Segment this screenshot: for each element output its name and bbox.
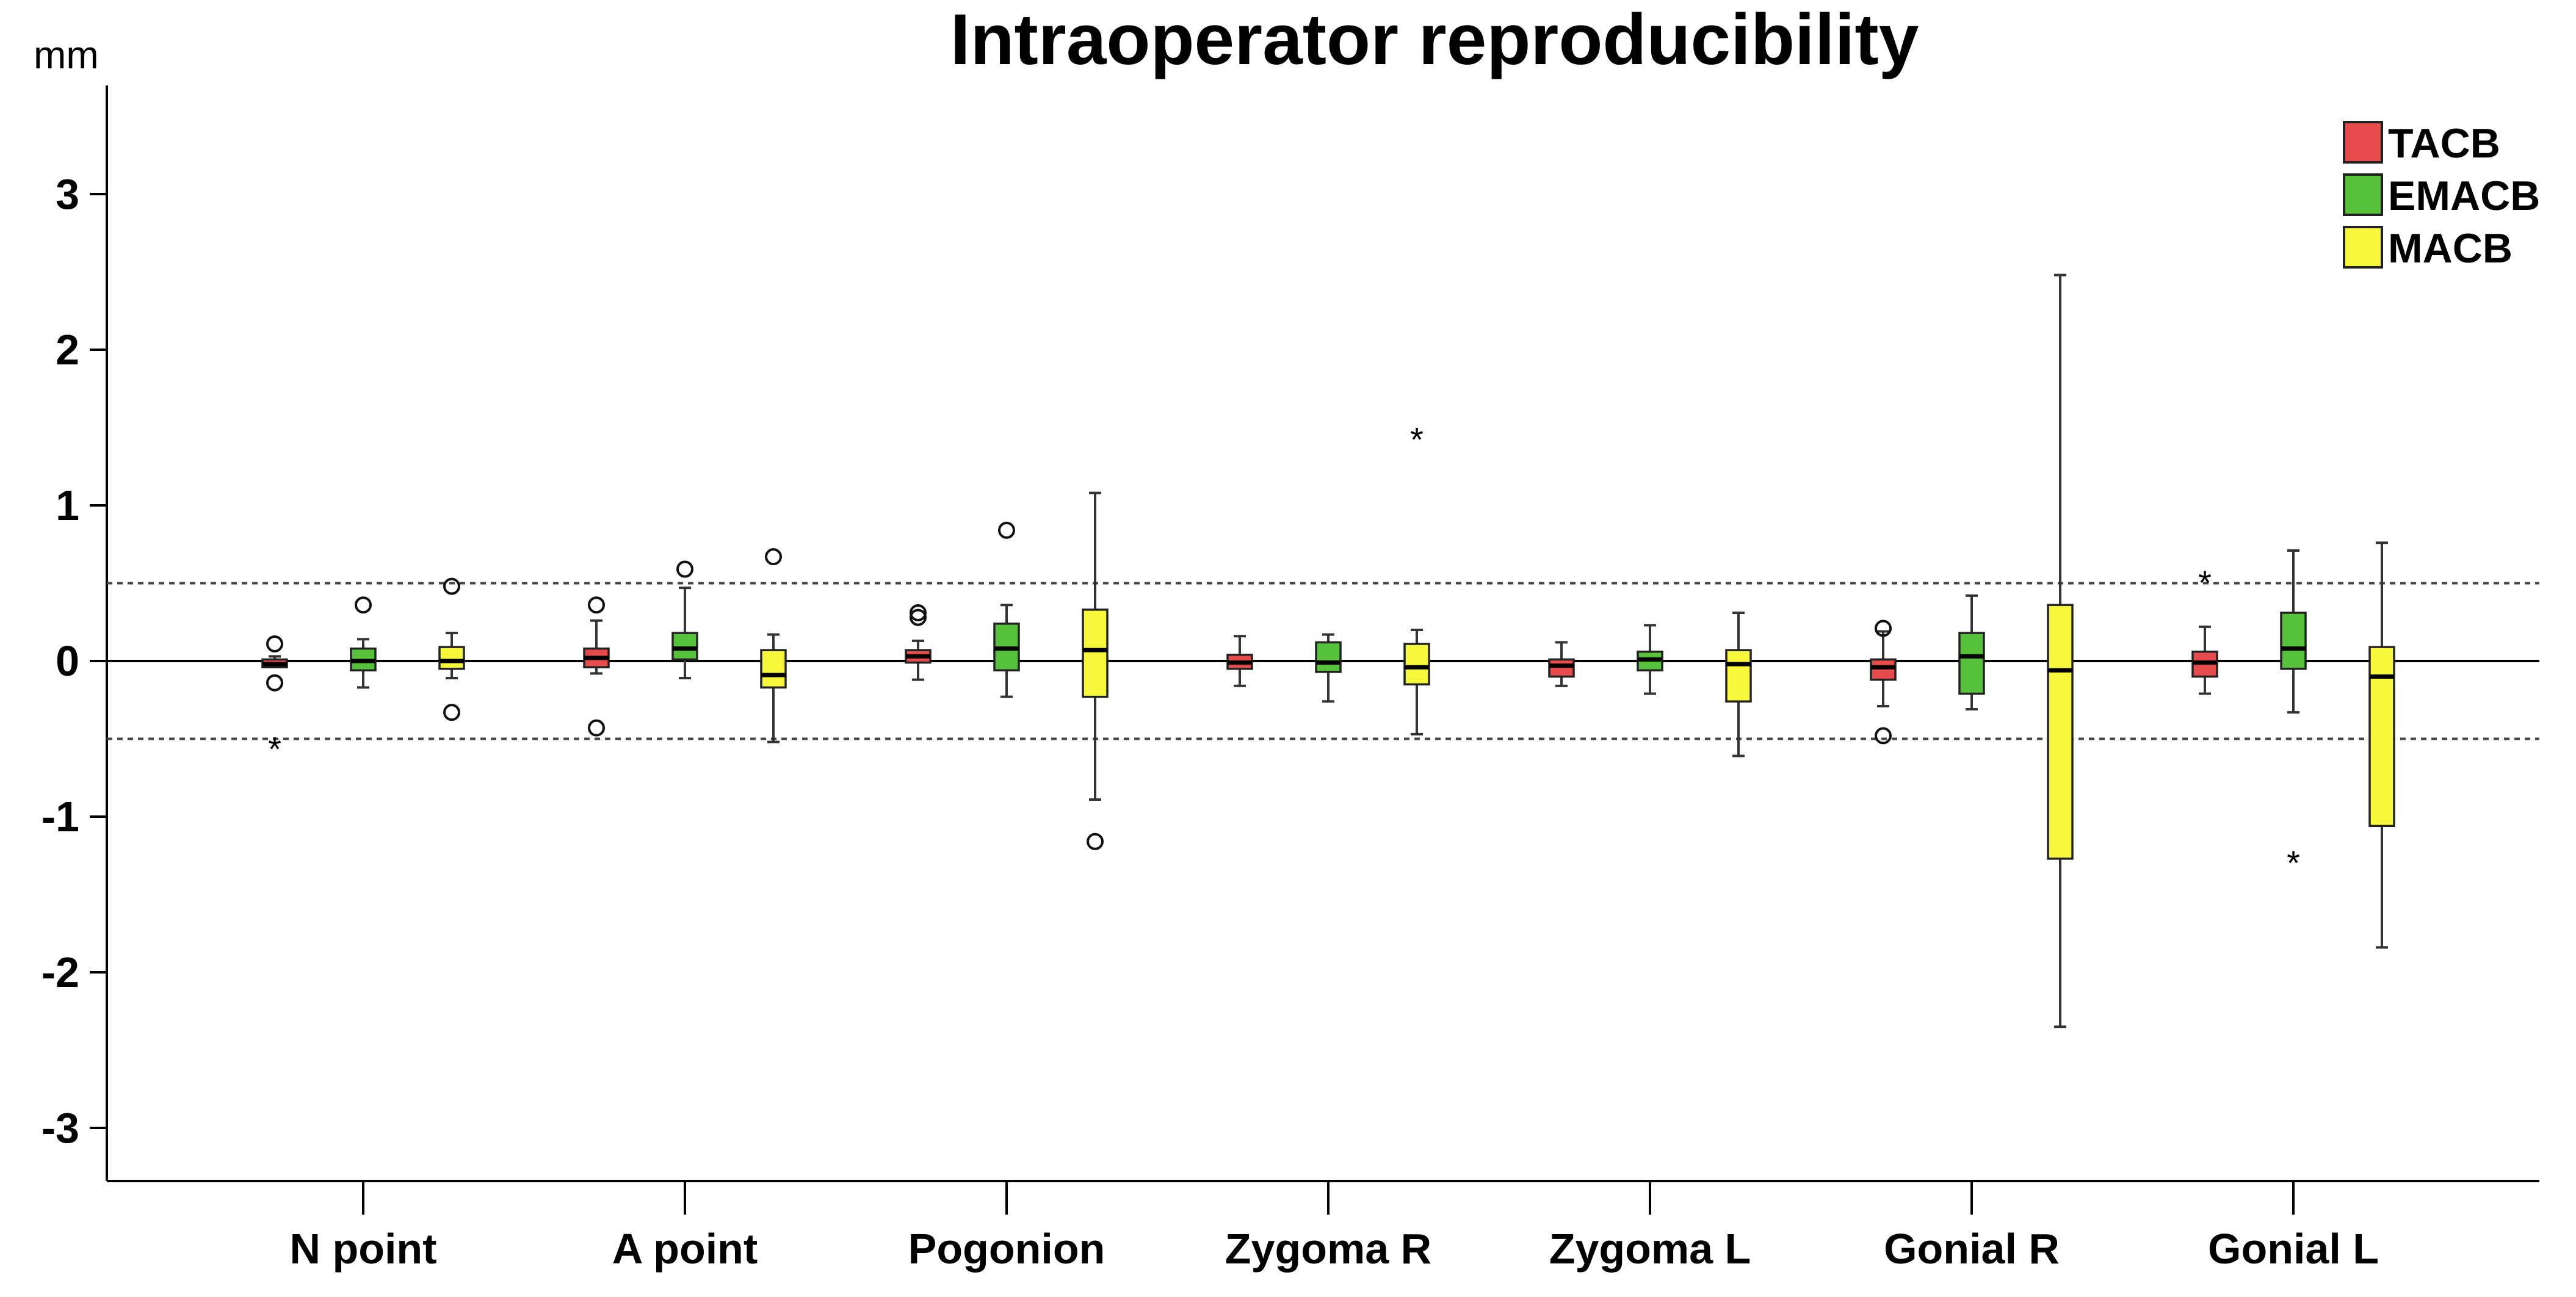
chart-title: Intraoperator reproducibility (950, 0, 1919, 80)
box-tacb (905, 604, 932, 681)
box-iqr (1725, 649, 1752, 703)
legend-swatch-tacb (2343, 121, 2383, 164)
outlier-point (910, 609, 927, 626)
box-iqr (1082, 609, 1109, 698)
x-tick-label: Pogonion (908, 1225, 1105, 1273)
outlier-point (910, 604, 927, 621)
box-emacb (1958, 594, 1985, 711)
box-iqr (1315, 641, 1342, 673)
outlier-point (266, 635, 283, 652)
outlier-point (266, 674, 283, 692)
y-tick-label: -3 (42, 1104, 79, 1152)
box-iqr (2368, 646, 2395, 828)
extreme-point: * (2198, 563, 2212, 602)
x-tick-label: Gonial L (2208, 1225, 2379, 1273)
outlier-point (676, 560, 693, 578)
box-iqr (1403, 643, 1430, 685)
x-tick-label: Zygoma L (1549, 1225, 1751, 1273)
legend-label-emacb: EMACB (2388, 173, 2540, 219)
box-iqr (1958, 632, 1985, 695)
box-iqr (760, 649, 787, 689)
plot-area: -3 -2 -1 0 1 2 3 N point * A point Pogonion Zygoma … (42, 85, 2539, 1273)
box-tacb (583, 596, 610, 737)
x-tick-label: Gonial R (1884, 1225, 2060, 1273)
outlier-point (355, 596, 372, 614)
box-macb (438, 577, 465, 721)
x-tick-label: Zygoma R (1225, 1225, 1431, 1273)
outlier-point (443, 577, 460, 595)
box-emacb: * (2280, 549, 2307, 882)
y-tick-label: 2 (56, 326, 79, 374)
legend-swatch-macb (2343, 226, 2383, 269)
x-tick-label: N point (289, 1225, 436, 1273)
box-emacb (1637, 624, 1663, 695)
extreme-point: * (1410, 420, 1424, 458)
box-tacb (1548, 641, 1575, 687)
box-emacb (671, 560, 698, 680)
box-emacb (1315, 633, 1342, 703)
outlier-point (588, 596, 605, 614)
y-tick-label: 1 (56, 482, 79, 529)
box-tacb: * (261, 635, 288, 768)
box-macb (760, 548, 787, 743)
outlier-point (1875, 727, 1892, 745)
outlier-point (765, 548, 782, 566)
y-tick-label: -2 (42, 948, 79, 996)
outlier-point (1875, 620, 1892, 637)
box-iqr (2047, 604, 2074, 860)
box-iqr (2280, 612, 2307, 670)
box-macb: * (1403, 420, 1430, 735)
box-emacb (993, 521, 1020, 698)
box-emacb (350, 596, 377, 689)
legend-label-tacb: TACB (2388, 120, 2500, 167)
outlier-point (588, 719, 605, 737)
box-macb (1725, 611, 1752, 757)
legend: TACB EMACB MACB (2343, 120, 2540, 272)
box-tacb: * (2191, 563, 2218, 695)
box-macb (2368, 541, 2395, 949)
outlier-point (1087, 833, 1104, 850)
box-tacb (1870, 620, 1897, 745)
box-macb (1082, 491, 1109, 850)
outlier-point (998, 521, 1015, 539)
y-tick-label: 0 (56, 637, 79, 685)
extreme-point: * (268, 730, 281, 768)
legend-label-macb: MACB (2388, 225, 2513, 272)
box-macb (2047, 273, 2074, 1028)
box-iqr (1548, 658, 1575, 678)
box-tacb (1226, 635, 1253, 687)
box-iqr (1870, 658, 1897, 681)
box-iqr (671, 632, 698, 661)
extreme-point: * (2287, 844, 2300, 882)
box-iqr (438, 646, 465, 670)
y-tick-label: -1 (42, 793, 79, 840)
x-tick-label: A point (612, 1225, 758, 1273)
y-axis-unit-label: mm (34, 33, 99, 77)
legend-swatch-emacb (2343, 173, 2383, 216)
outlier-point (443, 704, 460, 721)
y-tick-label: 3 (56, 170, 79, 218)
